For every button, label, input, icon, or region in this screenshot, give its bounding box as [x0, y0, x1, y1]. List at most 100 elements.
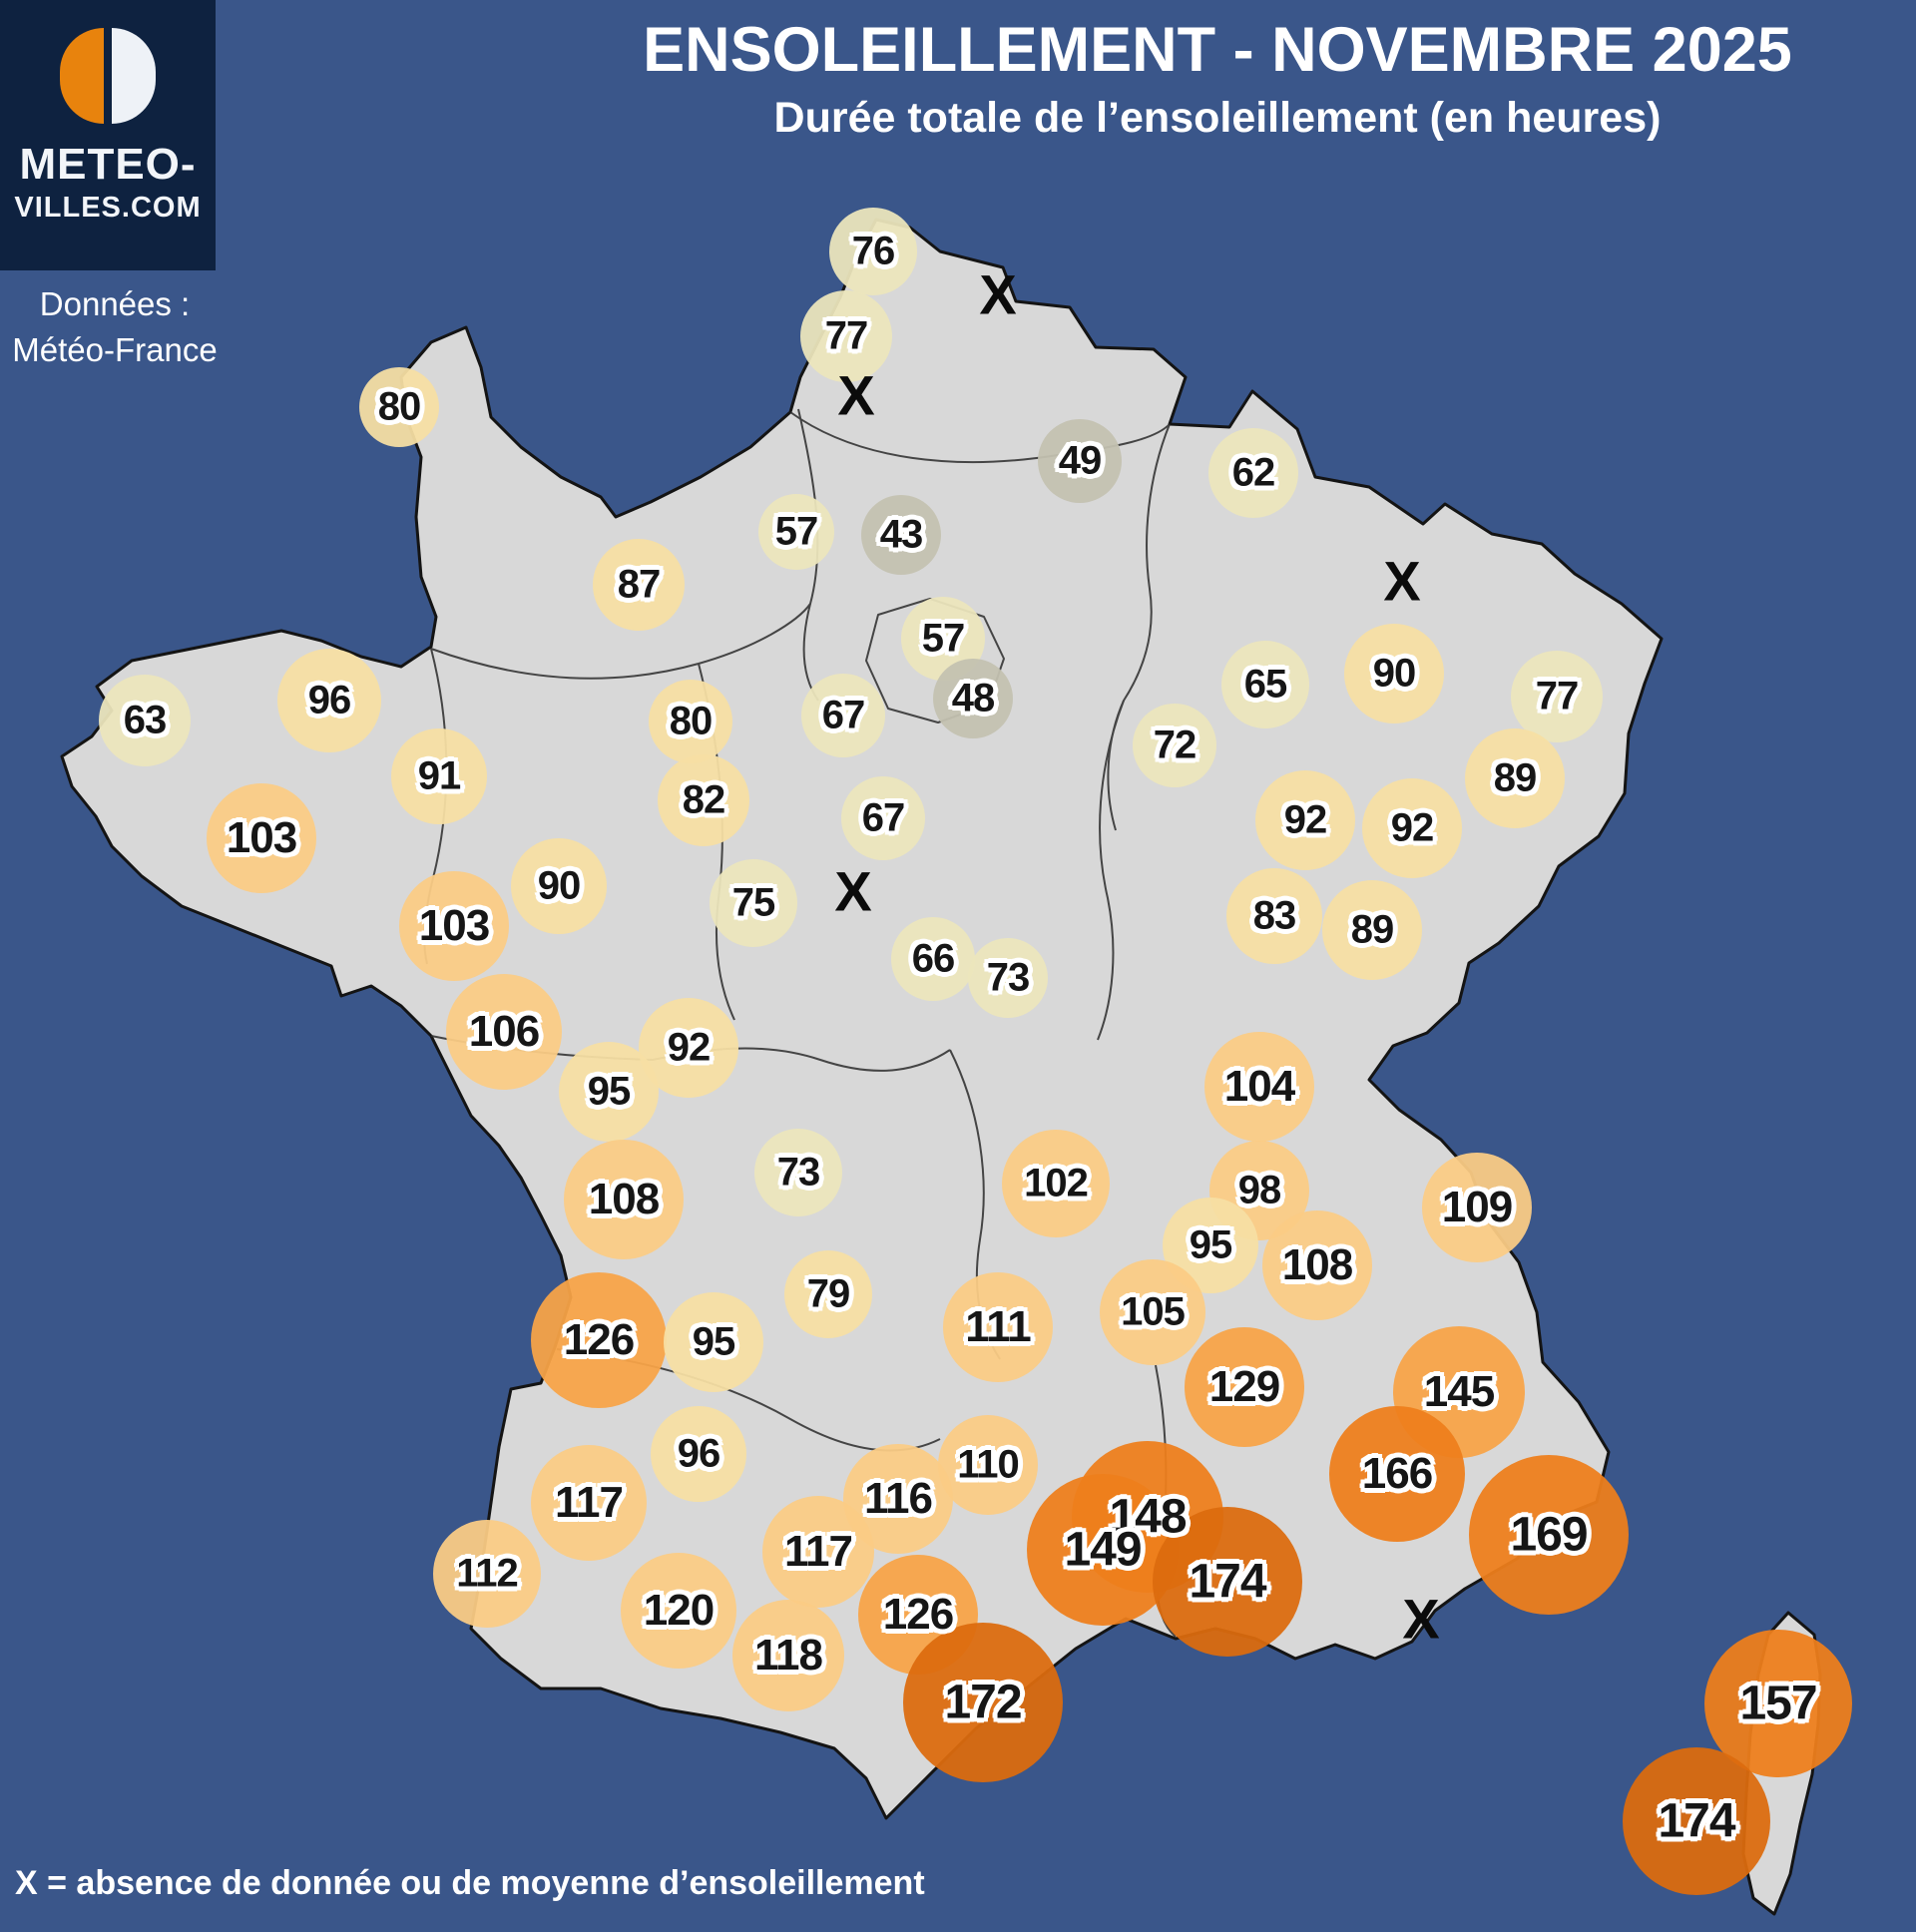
sunshine-value-label: 48: [951, 676, 995, 721]
sunshine-value-label: 57: [921, 616, 965, 661]
sunshine-bubble: [1344, 624, 1444, 724]
sunshine-bubble: [391, 728, 487, 824]
sunshine-value-label: 76: [851, 229, 895, 273]
sunshine-bubble: [1262, 1210, 1372, 1320]
sunshine-bubble: [938, 1415, 1038, 1515]
sunshine-value-label: 66: [911, 936, 955, 981]
sun-logo-icon: [60, 28, 156, 124]
sunshine-bubble: [1465, 728, 1565, 828]
sunshine-bubble: [800, 290, 892, 382]
sunshine-value-label: 116: [864, 1474, 933, 1523]
sunshine-value-label: 103: [226, 813, 297, 862]
data-source-line1: Données :: [39, 285, 191, 322]
sunshine-value-label: 108: [588, 1175, 660, 1223]
sunshine-bubble: [621, 1553, 736, 1669]
missing-data-x: X: [1383, 549, 1421, 613]
sunshine-value-label: 169: [1510, 1508, 1588, 1562]
sunshine-value-label: 120: [643, 1586, 715, 1635]
sunshine-bubble: [1038, 419, 1122, 503]
sunshine-bubble: [1221, 641, 1309, 728]
sunshine-bubble: [1153, 1507, 1302, 1657]
sunshine-bubble: [1704, 1630, 1852, 1777]
missing-data-x: X: [837, 363, 875, 427]
sunshine-bubble: [277, 649, 381, 752]
sunshine-bubble: [1255, 770, 1355, 870]
sunshine-value-label: 102: [1024, 1161, 1089, 1206]
sunshine-value-label: 104: [1223, 1062, 1295, 1111]
sunshine-value-label: 87: [617, 562, 661, 607]
sunshine-value-label: 166: [1361, 1449, 1433, 1498]
logo-subtitle: VILLES.COM: [14, 192, 202, 224]
sunshine-value-label: 103: [418, 901, 490, 950]
sunshine-bubble: [841, 776, 925, 860]
sunshine-bubble: [99, 675, 191, 766]
sunshine-bubble: [891, 917, 975, 1001]
sunshine-bubble: [762, 1496, 874, 1608]
sunshine-value-label: 77: [824, 313, 868, 358]
sunshine-value-label: 80: [669, 699, 713, 743]
sunshine-value-label: 67: [861, 795, 905, 840]
sunshine-value-label: 105: [1121, 1289, 1186, 1334]
sunshine-bubble: [1511, 651, 1603, 742]
sunshine-bubble: [1204, 1032, 1314, 1142]
sunshine-bubble: [207, 783, 316, 893]
sunshine-value-label: 49: [1058, 438, 1102, 483]
sunshine-bubble: [1623, 1747, 1770, 1895]
sunshine-value-label: 75: [731, 880, 775, 925]
sunshine-value-label: 77: [1535, 674, 1579, 719]
sunshine-bubble: [399, 871, 509, 981]
sunshine-bubble: [710, 859, 797, 947]
sunshine-value-label: 95: [587, 1069, 631, 1114]
sunshine-bubble: [1027, 1474, 1179, 1626]
sunshine-bubble: [754, 1129, 842, 1216]
sunshine-bubble: [564, 1140, 684, 1259]
sunshine-bubble: [829, 208, 917, 295]
sunshine-bubble: [649, 680, 732, 763]
sunshine-value-label: 83: [1252, 893, 1296, 938]
sunshine-value-label: 126: [882, 1590, 954, 1639]
sunshine-value-label: 89: [1493, 755, 1537, 800]
sunshine-value-label: 67: [821, 693, 865, 737]
sunshine-bubble: [511, 838, 607, 934]
sunshine-value-label: 82: [682, 777, 725, 822]
sunshine-bubble: [651, 1406, 746, 1502]
sunshine-value-label: 80: [377, 384, 421, 429]
sunshine-value-label: 72: [1153, 723, 1197, 767]
sunshine-value-label: 92: [1390, 805, 1434, 850]
logo-title: METEO-: [19, 140, 197, 189]
sunshine-bubble: [784, 1250, 872, 1338]
sunshine-bubble: [1226, 868, 1322, 964]
sunshine-bubble: [1100, 1259, 1205, 1365]
sunshine-bubble: [1002, 1130, 1110, 1237]
sunshine-value-label: 117: [784, 1527, 853, 1576]
sunshine-bubble: [531, 1272, 667, 1408]
sunshine-value-label: 57: [774, 509, 818, 554]
sun-logo-white-half: [112, 28, 156, 124]
sunshine-bubble: [801, 674, 885, 757]
sunshine-value-label: 90: [1372, 651, 1416, 696]
sunshine-value-label: 95: [692, 1319, 735, 1364]
sunshine-bubble: [664, 1292, 763, 1392]
sunshine-bubble: [861, 495, 941, 575]
page-subtitle: Durée totale de l’ensoleillement (en heu…: [773, 94, 1662, 142]
sunshine-value-label: 92: [1283, 797, 1327, 842]
sunshine-value-label: 174: [1658, 1794, 1735, 1848]
sunshine-value-label: 126: [563, 1315, 635, 1364]
missing-data-x: X: [1402, 1587, 1440, 1651]
sunshine-value-label: 65: [1243, 662, 1287, 707]
data-source: Données : Météo-France: [0, 281, 230, 373]
sunshine-bubble: [658, 754, 749, 846]
sunshine-bubble: [903, 1623, 1063, 1782]
sunshine-value-label: 117: [555, 1478, 624, 1527]
sunshine-value-label: 96: [307, 678, 351, 723]
sunshine-value-label: 91: [417, 753, 461, 798]
sunshine-value-label: 172: [944, 1676, 1022, 1729]
sunshine-bubble: [732, 1600, 844, 1711]
sunshine-bubble: [1362, 778, 1462, 878]
sunshine-value-label: 73: [776, 1150, 820, 1195]
sunshine-value-label: 157: [1739, 1677, 1817, 1730]
sunshine-bubble: [1469, 1455, 1629, 1615]
missing-data-x: X: [834, 859, 872, 923]
sunshine-value-label: 106: [468, 1007, 540, 1056]
